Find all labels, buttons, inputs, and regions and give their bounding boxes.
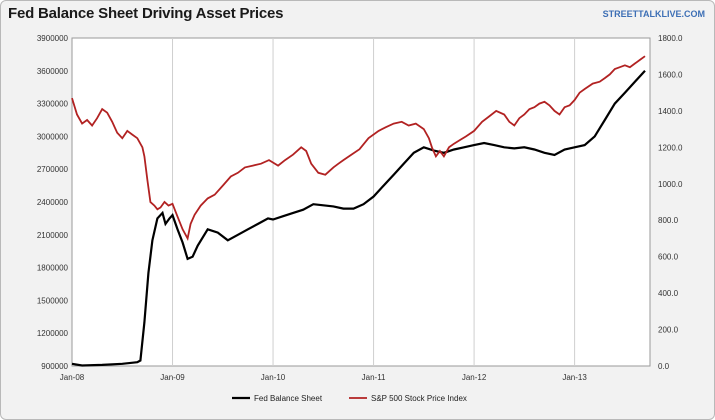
left-tick-label: 3900000: [37, 34, 69, 43]
left-tick-label: 2700000: [37, 165, 69, 174]
left-tick-label: 2100000: [37, 231, 69, 240]
left-tick-label: 3600000: [37, 67, 69, 76]
x-tick-label: Jan-10: [261, 373, 286, 382]
left-tick-label: 900000: [41, 362, 68, 371]
right-tick-label: 1200.0: [658, 143, 683, 152]
left-tick-label: 3000000: [37, 132, 69, 141]
fed-balance-sheet-line: [71, 70, 646, 367]
plot-area: [71, 37, 651, 367]
x-tick-label: Jan-12: [462, 373, 487, 382]
right-tick-label: 1000.0: [658, 180, 683, 189]
x-axis: Jan-08 Jan-09 Jan-10 Jan-11 Jan-12 Jan-13: [60, 373, 588, 382]
x-tick-label: Jan-13: [562, 373, 587, 382]
source-watermark[interactable]: STREETTALKLIVE.COM: [602, 9, 705, 19]
left-axis: 900000 1200000 1500000 1800000 2100000 240000…: [37, 34, 69, 371]
left-tick-label: 3300000: [37, 100, 69, 109]
left-tick-label: 1200000: [37, 329, 69, 338]
right-tick-label: 1600.0: [658, 70, 683, 79]
right-tick-label: 800.0: [658, 216, 679, 225]
right-tick-label: 600.0: [658, 253, 679, 262]
right-tick-label: 1400.0: [658, 107, 683, 116]
right-tick-label: 400.0: [658, 289, 679, 298]
right-axis: 0.0 200.0 400.0 600.0 800.0 1000.0 1200.0 1400.…: [658, 34, 683, 371]
left-tick-label: 1500000: [37, 296, 69, 305]
legend: Fed Balance Sheet S&P 500 Stock Price Ind…: [232, 394, 467, 403]
sp500-line: [71, 55, 646, 241]
right-tick-label: 0.0: [658, 362, 670, 371]
right-tick-label: 200.0: [658, 326, 679, 335]
chart-title: Fed Balance Sheet Driving Asset Prices: [8, 5, 284, 22]
legend-label-fed: Fed Balance Sheet: [254, 394, 323, 403]
left-tick-label: 2400000: [37, 198, 69, 207]
x-tick-label: Jan-09: [160, 373, 185, 382]
x-tick-label: Jan-08: [60, 373, 85, 382]
legend-label-sp500: S&P 500 Stock Price Index: [371, 394, 467, 403]
right-tick-label: 1800.0: [658, 34, 683, 43]
left-tick-label: 1800000: [37, 264, 69, 273]
x-tick-label: Jan-11: [362, 373, 386, 382]
grid-lines: [172, 38, 576, 366]
